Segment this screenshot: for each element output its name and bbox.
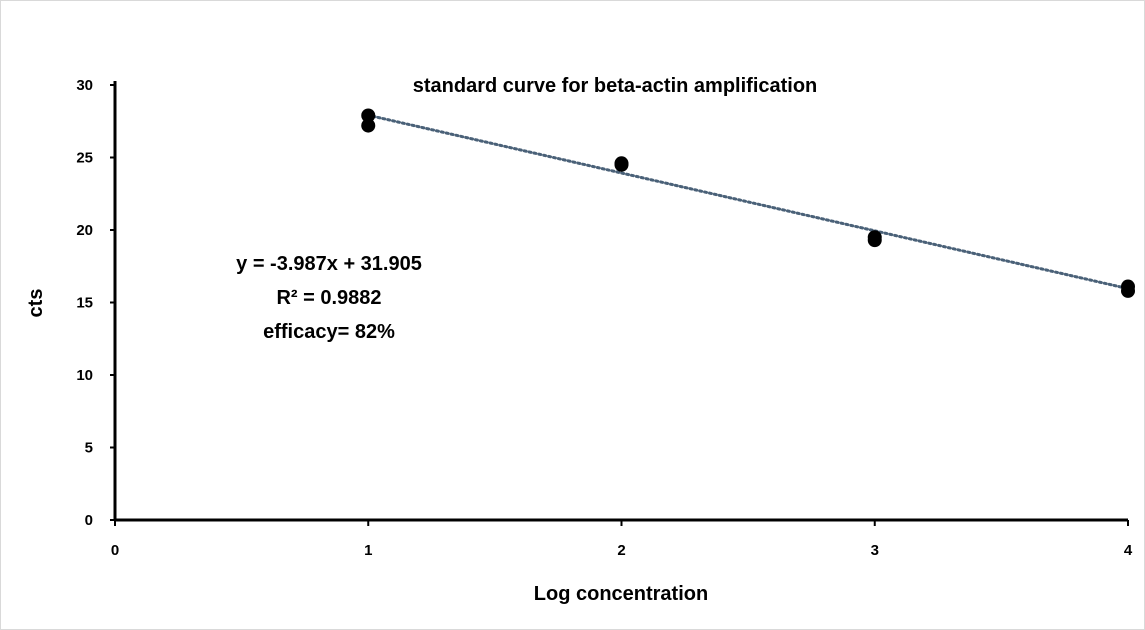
x-tick-label: 3 <box>871 542 879 559</box>
y-tick-label: 0 <box>85 512 93 529</box>
chart-title: standard curve for beta-actin amplificat… <box>413 75 818 97</box>
x-tick-label: 0 <box>111 542 119 559</box>
data-point <box>361 118 376 133</box>
points-group <box>361 108 1135 298</box>
y-axis-label: cts <box>25 289 47 318</box>
axes: 0 5 10 15 20 25 30 0 1 2 3 4 <box>76 77 1133 559</box>
y-tick-label: 5 <box>85 440 93 457</box>
data-point <box>867 233 882 248</box>
equation-annotation: y = -3.987x + 31.905 <box>236 253 422 275</box>
efficacy-annotation: efficacy= 82% <box>263 321 395 343</box>
y-tick-label: 30 <box>76 77 93 94</box>
r-squared-annotation: R² = 0.9882 <box>276 287 381 309</box>
trendline <box>366 113 1130 291</box>
y-tick-label: 15 <box>76 295 93 312</box>
y-tick-label: 20 <box>76 222 93 239</box>
x-tick-label: 2 <box>617 542 625 559</box>
x-axis-label: Log concentration <box>534 583 708 605</box>
data-point <box>361 108 376 123</box>
trendline-group <box>366 113 1130 291</box>
y-tick-label: 10 <box>76 367 93 384</box>
data-point <box>614 157 629 172</box>
data-point <box>1121 283 1135 298</box>
x-tick-label: 1 <box>364 542 372 559</box>
x-tick-label: 4 <box>1124 542 1133 559</box>
y-tick-label: 25 <box>76 150 93 167</box>
